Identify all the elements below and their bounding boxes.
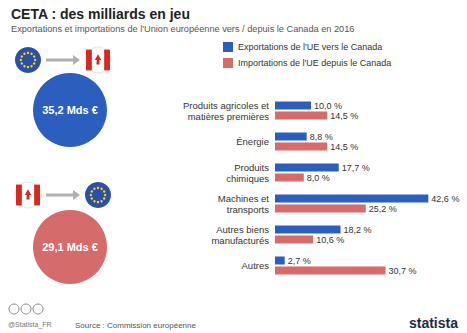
svg-text:14,5 %: 14,5 % — [330, 142, 358, 152]
svg-text:CETA : des milliards en jeu: CETA : des milliards en jeu — [11, 6, 190, 22]
svg-text:Produits: Produits — [234, 162, 269, 173]
svg-text:Produits agricoles et: Produits agricoles et — [183, 100, 269, 111]
svg-text:18,2 %: 18,2 % — [344, 225, 372, 235]
svg-text:8,8 %: 8,8 % — [310, 132, 333, 142]
svg-text:chimiques: chimiques — [226, 173, 269, 184]
svg-text:10,0 %: 10,0 % — [314, 101, 342, 111]
svg-text:42,6 %: 42,6 % — [431, 194, 459, 204]
svg-text:manufacturés: manufacturés — [211, 235, 269, 246]
svg-text:17,7 %: 17,7 % — [342, 163, 370, 173]
svg-text:30,7 %: 30,7 % — [389, 266, 417, 276]
svg-text:Énergie: Énergie — [236, 136, 269, 147]
svg-text:transports: transports — [227, 204, 269, 215]
svg-text:14,5 %: 14,5 % — [330, 111, 358, 121]
svg-text:matières premières: matières premières — [188, 111, 270, 122]
svg-text:35,2 Mds €: 35,2 Mds € — [42, 104, 98, 116]
svg-text:8,0 %: 8,0 % — [307, 173, 330, 183]
svg-text:Source : Commission européenne: Source : Commission européenne — [75, 321, 197, 330]
svg-text:29,1 Mds €: 29,1 Mds € — [42, 241, 98, 253]
svg-text:statista: statista — [409, 315, 458, 331]
svg-text:Autres biens: Autres biens — [216, 224, 269, 235]
svg-text:2,7 %: 2,7 % — [288, 256, 311, 266]
svg-text:Machines et: Machines et — [218, 193, 270, 204]
svg-text:Exportations de l'UE vers le C: Exportations de l'UE vers le Canada — [238, 42, 382, 52]
svg-text:25,2 %: 25,2 % — [369, 204, 397, 214]
svg-text:10,6 %: 10,6 % — [316, 235, 344, 245]
svg-text:Importations de l'UE depuis le: Importations de l'UE depuis le Canada — [238, 58, 391, 68]
svg-text:Exportations et importations d: Exportations et importations de l'Union … — [11, 24, 354, 34]
svg-text:Autres: Autres — [242, 260, 270, 271]
svg-text:@Statista_FR: @Statista_FR — [8, 321, 52, 329]
